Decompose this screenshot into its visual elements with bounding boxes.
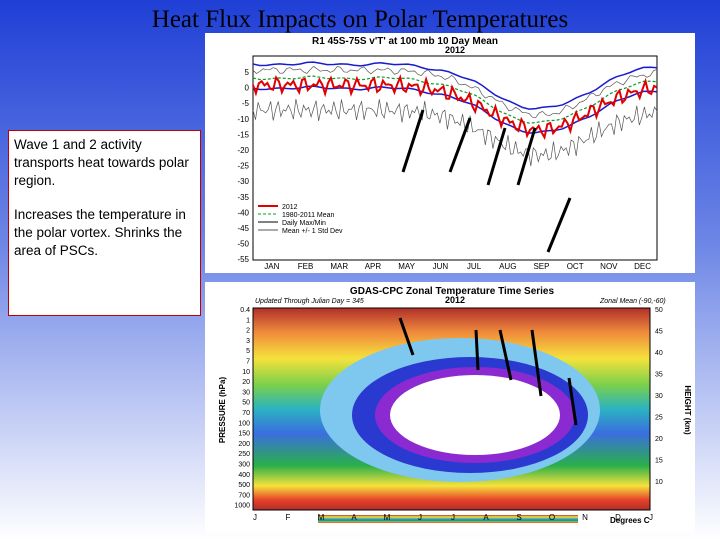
bottom-subtitle: Zonal Mean (-90,-60)	[599, 298, 666, 305]
y-tick-label: -55	[237, 255, 249, 264]
x-tick-label: J	[649, 513, 653, 522]
y-tick-label: -20	[237, 146, 249, 155]
y-tick-label: 700	[238, 492, 250, 499]
bottom-title: GDAS-CPC Zonal Temperature Time Series	[350, 286, 555, 297]
y-axis-label: PRESSURE (hPa)	[218, 377, 227, 444]
y-tick-label: 300	[238, 462, 250, 469]
x-tick-label: JUN	[433, 262, 449, 271]
slide-title: Heat Flux Impacts on Polar Temperatures	[151, 6, 569, 33]
y-tick-label: 50	[242, 400, 250, 407]
x-tick-label: NOV	[600, 262, 618, 271]
y-tick-label: 1000	[234, 503, 250, 510]
x-tick-label: AUG	[499, 262, 516, 271]
x-tick-label: OCT	[567, 262, 584, 271]
top-title: R1 45S-75S v'T' at 100 mb 10 Day Mean	[312, 36, 498, 47]
y-tick-label: 200	[238, 441, 250, 448]
y-tick-label: 1	[246, 317, 250, 324]
line	[252, 85, 658, 134]
top-figure-bg	[205, 33, 695, 273]
y-tick-label: -25	[237, 162, 249, 171]
x-tick-label: A	[483, 513, 489, 522]
text-box: Wave 1 and 2 activity transports heat to…	[8, 130, 201, 316]
y-tick-label: -35	[237, 193, 249, 202]
paragraph: Increases the temperature in the polar v…	[14, 207, 186, 258]
y-tick-label: 400	[238, 472, 250, 479]
colorbar-label: Degrees C	[610, 516, 650, 525]
y-tick-label: 20	[242, 379, 250, 386]
y2-tick-label: 10	[655, 479, 663, 486]
y-tick-label: -40	[237, 208, 249, 217]
y2-tick-label: 15	[655, 458, 663, 465]
y-tick-label: 150	[238, 431, 250, 438]
x-tick-label: MAR	[330, 262, 348, 271]
y-tick-label: 250	[238, 451, 250, 458]
x-tick-label: JAN	[264, 262, 279, 271]
y-tick-label: 0	[245, 84, 250, 93]
y-tick-label: -15	[237, 130, 249, 139]
y-tick-label: -5	[242, 99, 250, 108]
x-tick-label: M	[384, 513, 391, 522]
legend-label: Daily Max/Min	[282, 220, 326, 227]
bottom-plot-frame	[252, 307, 651, 511]
y-tick-label: -30	[237, 177, 249, 186]
x-tick-label: O	[549, 513, 555, 522]
top-year: 2012	[445, 45, 465, 55]
line	[252, 99, 658, 167]
y-tick-label: 3	[246, 338, 250, 345]
y-tick-label: 7	[246, 359, 250, 366]
top-lines	[252, 61, 658, 167]
y-tick-label: -10	[237, 115, 249, 124]
line	[252, 61, 658, 110]
y-tick-label: 5	[246, 348, 250, 355]
y-tick-label: 100	[238, 420, 250, 427]
top-plot-frame	[252, 55, 658, 261]
y-tick-label: -45	[237, 224, 249, 233]
x-tick-label: DEC	[634, 262, 651, 271]
legend-label: 1980-2011 Mean	[282, 212, 335, 219]
y-tick-label: 2	[246, 328, 250, 335]
x-tick-label: D	[615, 513, 621, 522]
x-tick-label: A	[351, 513, 357, 522]
paragraph: Wave 1 and 2 activity transports heat to…	[14, 137, 189, 188]
y2-axis-label: HEIGHT (km)	[683, 385, 692, 435]
x-tick-label: APR	[365, 262, 382, 271]
y-tick-label: 0.4	[240, 307, 250, 314]
x-tick-label: MAY	[398, 262, 415, 271]
x-tick-label: S	[516, 513, 521, 522]
x-tick-label: J	[253, 513, 257, 522]
legend-label: 2012	[282, 204, 298, 211]
y-tick-label: -50	[237, 240, 249, 249]
x-tick-label: FEB	[298, 262, 314, 271]
contour	[390, 375, 560, 455]
y2-tick-label: 40	[655, 350, 663, 357]
x-tick-label: M	[318, 513, 325, 522]
y-tick-label: 5	[245, 68, 250, 77]
x-tick-label: J	[418, 513, 422, 522]
line	[252, 65, 658, 118]
colorbar	[318, 515, 578, 523]
x-tick-label: J	[451, 513, 455, 522]
x-tick-label: JUL	[467, 262, 482, 271]
y2-tick-label: 25	[655, 415, 663, 422]
y-tick-label: 500	[238, 482, 250, 489]
legend-label: Mean +/- 1 Std Dev	[282, 228, 343, 235]
line	[252, 74, 658, 141]
y-tick-label: 30	[242, 389, 250, 396]
y-tick-label: 70	[242, 410, 250, 417]
y2-tick-label: 50	[655, 307, 663, 314]
y2-tick-label: 30	[655, 393, 663, 400]
x-tick-label: SEP	[533, 262, 549, 271]
arrows	[398, 109, 578, 426]
bottom-subtitle: Updated Through Julian Day = 345	[255, 298, 364, 305]
bottom-year: 2012	[445, 295, 465, 305]
x-tick-label: N	[582, 513, 588, 522]
y2-tick-label: 45	[655, 329, 663, 336]
y-tick-label: 10	[242, 369, 250, 376]
x-tick-label: F	[286, 513, 291, 522]
y2-tick-label: 35	[655, 372, 663, 379]
y2-tick-label: 20	[655, 436, 663, 443]
